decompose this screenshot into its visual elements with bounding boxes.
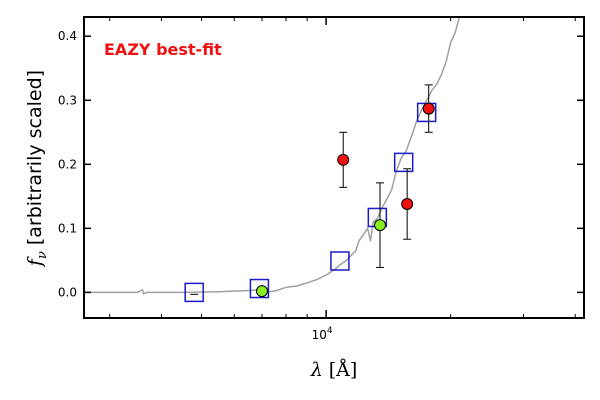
axes: 0.0 0.1 0.2 0.3 0.4 104 — [58, 16, 585, 342]
y-tick-label-2: 0.2 — [58, 157, 77, 171]
plot-clipped — [84, 17, 461, 303]
data-point-green-0 — [255, 285, 268, 298]
data-point-red-1 — [401, 198, 414, 211]
x-axis-symbol: λ — [310, 359, 323, 381]
y-tick-label-4: 0.4 — [58, 29, 77, 43]
annotation-eazy-best-fit: EAZY best-fit — [104, 40, 222, 59]
plot-frame — [83, 16, 585, 319]
y-tick-label-1: 0.1 — [58, 221, 77, 235]
model-box-2 — [330, 251, 350, 271]
x-tick-label-exponent: 4 — [327, 326, 333, 336]
plot-area — [84, 17, 461, 303]
y-axis-label: fν [arbitrarily scaled] — [24, 70, 50, 268]
y-axis-subscript: ν — [35, 251, 50, 259]
x-axis-unit: [Å] — [329, 359, 358, 381]
model-box-0 — [184, 282, 204, 303]
y-axis-text: [arbitrarily scaled] — [24, 70, 46, 245]
model-box-4 — [393, 152, 414, 173]
x-tick-label-0: 104 — [312, 326, 333, 342]
y-axis-symbol: f — [24, 256, 46, 268]
x-axis-label: λ [Å] — [310, 359, 358, 381]
data-point-green-1 — [374, 219, 387, 232]
data-point-red-2 — [422, 102, 435, 115]
x-tick-label-base: 10 — [312, 328, 327, 342]
model-box-1 — [249, 278, 270, 299]
data-point-red-0 — [337, 153, 350, 166]
y-tick-label-0: 0.0 — [58, 285, 77, 299]
y-tick-label-3: 0.3 — [58, 93, 77, 107]
